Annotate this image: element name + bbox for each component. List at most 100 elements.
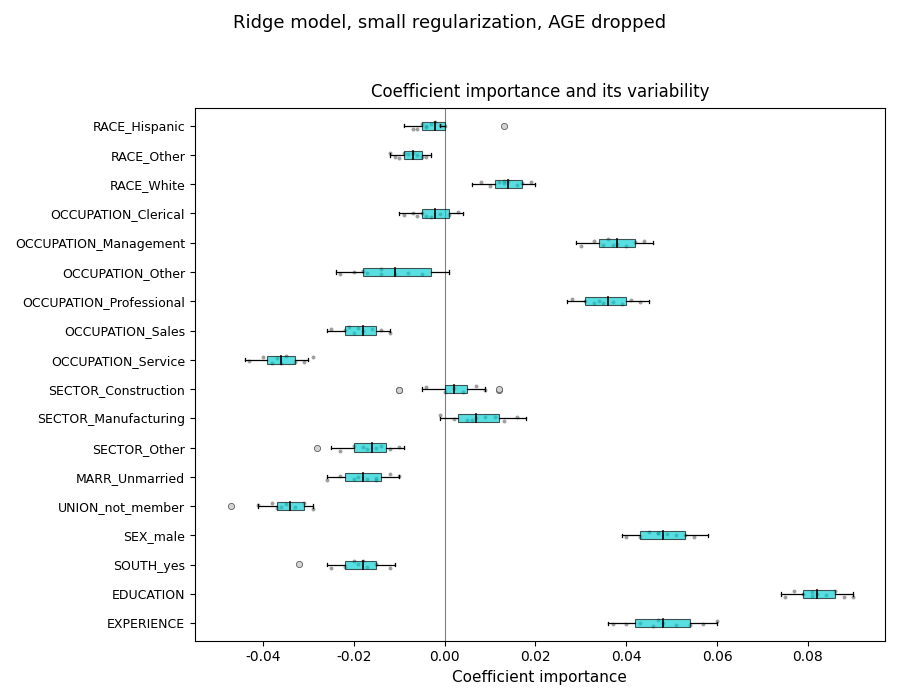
Point xyxy=(628,236,643,247)
Point xyxy=(669,529,683,540)
Point xyxy=(515,178,529,189)
Point xyxy=(497,175,511,186)
Point xyxy=(651,527,665,538)
Point xyxy=(597,298,611,309)
Point xyxy=(392,384,407,395)
Point xyxy=(392,153,407,164)
Point xyxy=(778,592,792,603)
Point xyxy=(392,470,407,482)
Point xyxy=(424,118,438,130)
Bar xyxy=(354,444,385,452)
Point xyxy=(837,592,851,603)
Point xyxy=(501,175,516,186)
Point xyxy=(351,558,365,569)
Point xyxy=(310,442,325,454)
Point xyxy=(382,443,397,454)
Point xyxy=(374,440,388,452)
Bar xyxy=(640,531,685,540)
Bar xyxy=(635,619,689,627)
Point xyxy=(342,322,356,333)
Point xyxy=(606,239,620,251)
Point xyxy=(410,211,425,222)
Point xyxy=(682,619,697,630)
Point xyxy=(796,589,811,600)
Point xyxy=(397,210,411,221)
Point xyxy=(469,412,483,423)
Point xyxy=(256,351,270,362)
Point xyxy=(787,585,801,596)
Point xyxy=(306,351,320,363)
Point xyxy=(346,267,361,278)
Point xyxy=(806,587,820,598)
Point xyxy=(346,440,361,452)
Point xyxy=(401,148,416,160)
Point xyxy=(369,558,383,569)
Point xyxy=(651,615,665,626)
Point xyxy=(274,501,288,512)
Bar xyxy=(363,268,431,276)
Bar xyxy=(345,473,381,481)
Point xyxy=(320,474,334,485)
Point xyxy=(356,556,370,567)
Point xyxy=(251,500,266,511)
Point xyxy=(333,445,347,456)
Point xyxy=(437,386,452,398)
Point xyxy=(351,471,365,482)
Bar xyxy=(598,239,635,247)
Point xyxy=(478,384,492,395)
Point xyxy=(424,211,438,223)
Point xyxy=(460,415,474,426)
Point xyxy=(360,562,374,573)
Point xyxy=(374,325,388,336)
Point xyxy=(346,474,361,485)
Point xyxy=(578,295,592,307)
Bar xyxy=(345,326,376,335)
Point xyxy=(473,176,488,188)
Point xyxy=(669,619,683,630)
Point xyxy=(382,562,397,573)
Point xyxy=(374,264,388,275)
Point xyxy=(324,562,338,573)
Point xyxy=(610,238,625,249)
Point xyxy=(387,269,401,280)
Point xyxy=(624,295,638,306)
Point xyxy=(415,207,429,218)
Point xyxy=(356,265,370,276)
Point xyxy=(482,181,497,192)
Point xyxy=(338,561,352,573)
Point xyxy=(437,120,452,132)
Point xyxy=(597,239,611,250)
Point xyxy=(392,384,407,395)
Point xyxy=(573,240,588,251)
Point xyxy=(387,152,401,163)
Point xyxy=(360,473,374,484)
Point xyxy=(619,240,634,251)
Point xyxy=(410,149,425,160)
Bar xyxy=(345,561,376,568)
Point xyxy=(633,617,647,629)
Point xyxy=(419,382,434,393)
Point xyxy=(510,411,525,422)
Point xyxy=(660,528,674,540)
Point xyxy=(419,151,434,162)
Point xyxy=(346,328,361,339)
Point xyxy=(828,586,842,597)
Text: Ridge model, small regularization, AGE dropped: Ridge model, small regularization, AGE d… xyxy=(233,14,667,32)
Point xyxy=(333,470,347,482)
Point xyxy=(360,267,374,278)
Point xyxy=(369,475,383,486)
Point xyxy=(346,556,361,567)
Point xyxy=(287,356,302,368)
Point xyxy=(338,325,352,336)
Point xyxy=(492,384,507,395)
Point xyxy=(819,590,833,601)
Point xyxy=(278,498,293,510)
Point xyxy=(269,503,284,514)
Point xyxy=(655,617,670,629)
Point xyxy=(382,327,397,338)
Point xyxy=(392,442,407,453)
Point xyxy=(442,210,456,221)
Point xyxy=(492,384,507,395)
Point xyxy=(524,176,538,188)
Point xyxy=(265,498,279,509)
